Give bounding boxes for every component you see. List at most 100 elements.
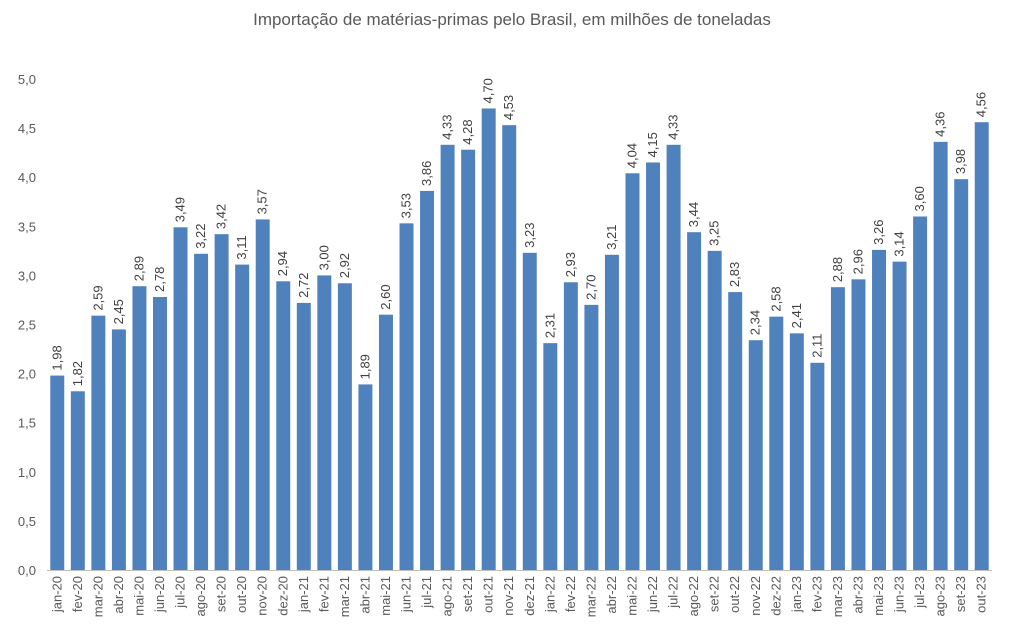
data-label: 3,60: [912, 186, 927, 211]
x-tick-label: out-21: [481, 576, 496, 613]
bar: [194, 253, 209, 570]
x-tick-label: abr-22: [604, 576, 619, 614]
data-label: 2,58: [768, 286, 783, 311]
data-label: 3,26: [871, 220, 886, 245]
x-tick-label: fev-22: [563, 576, 578, 612]
y-tick-label: 2,0: [18, 367, 36, 382]
y-tick-label: 3,5: [18, 219, 36, 234]
bar: [296, 302, 311, 570]
bar: [872, 249, 886, 571]
data-label: 4,33: [440, 114, 455, 139]
data-label: 3,44: [686, 202, 701, 227]
data-label: 4,15: [645, 132, 660, 157]
bar: [954, 179, 969, 570]
x-tick-label: abr-21: [357, 576, 372, 614]
data-label: 2,94: [275, 251, 290, 276]
data-label: 3,86: [419, 161, 434, 186]
data-label: 4,28: [460, 119, 475, 144]
bar: [974, 122, 989, 570]
y-tick-label: 1,0: [18, 465, 36, 480]
bar: [214, 234, 229, 570]
x-tick-label: abr-23: [850, 576, 865, 614]
data-label: 3,49: [173, 197, 188, 222]
bar: [378, 314, 393, 570]
bar: [625, 173, 640, 570]
data-label: 4,53: [501, 95, 516, 120]
y-tick-label: 3,0: [18, 268, 36, 283]
y-tick-label: 2,5: [18, 318, 36, 333]
bar: [153, 297, 167, 570]
x-tick-label: dez-22: [768, 576, 783, 616]
bar: [255, 219, 270, 570]
data-label: 1,98: [49, 345, 64, 370]
x-tick-label: mar-21: [337, 576, 352, 617]
bar: [91, 315, 106, 570]
chart-title: Importação de matérias-primas pelo Brasi…: [253, 10, 771, 29]
data-label: 2,45: [111, 299, 126, 324]
data-label: 3,14: [892, 231, 907, 256]
y-tick-label: 1,5: [18, 416, 36, 431]
x-tick-label: nov-21: [501, 576, 516, 616]
y-tick-label: 4,0: [18, 170, 36, 185]
data-label: 3,57: [255, 189, 270, 214]
x-tick-label: fev-23: [809, 576, 824, 612]
x-tick-label: ago-21: [440, 576, 455, 616]
bar: [399, 223, 414, 570]
x-tick-label: mai-22: [624, 576, 639, 616]
data-label: 2,88: [830, 257, 845, 282]
bar: [111, 329, 126, 570]
bar: [440, 144, 455, 570]
x-tick-label: ago-20: [193, 576, 208, 616]
y-tick-label: 4,5: [18, 121, 36, 136]
bar: [789, 333, 804, 570]
bar: [276, 281, 291, 570]
data-label: 4,56: [974, 92, 989, 117]
data-label: 4,36: [933, 112, 948, 137]
x-tick-label: nov-20: [255, 576, 270, 616]
x-tick-label: mai-21: [378, 576, 393, 616]
x-tick-label: jun-21: [399, 576, 414, 613]
bar: [522, 252, 537, 570]
data-label: 3,22: [193, 223, 208, 248]
bar: [728, 292, 743, 570]
bar: [933, 141, 948, 570]
bar: [830, 287, 845, 570]
bar: [358, 384, 373, 570]
data-label: 3,25: [707, 221, 722, 246]
x-tick-label: mai-20: [131, 576, 146, 616]
x-tick-label: jan-23: [789, 576, 804, 613]
data-label: 3,21: [604, 224, 619, 249]
bar: [132, 286, 147, 570]
data-label: 3,42: [214, 204, 229, 229]
bar: [420, 190, 435, 570]
x-tick-label: mai-23: [871, 576, 886, 616]
data-label: 1,89: [357, 354, 372, 379]
x-tick-label: set-21: [460, 576, 475, 612]
bar: [50, 375, 65, 570]
x-tick-label: jul-22: [666, 576, 681, 609]
data-label: 2,96: [850, 249, 865, 274]
data-label: 2,70: [583, 275, 598, 300]
bar: [913, 216, 928, 571]
x-tick-label: jul-21: [419, 576, 434, 609]
data-label: 1,82: [70, 361, 85, 386]
bar: [769, 316, 784, 570]
bar: [543, 343, 558, 570]
x-tick-label: jun-20: [152, 576, 167, 613]
bar: [810, 362, 825, 570]
data-label: 2,34: [748, 310, 763, 335]
x-tick-label: set-20: [214, 576, 229, 612]
data-label: 2,83: [727, 262, 742, 287]
x-tick-label: fev-20: [70, 576, 85, 612]
x-tick-label: out-22: [727, 576, 742, 613]
y-tick-label: 0,0: [18, 563, 36, 578]
bar: [235, 264, 250, 570]
x-tick-label: set-23: [953, 576, 968, 612]
y-tick-label: 0,5: [18, 514, 36, 529]
bar: [646, 162, 661, 570]
data-label: 3,53: [399, 193, 414, 218]
x-tick-label: abr-20: [111, 576, 126, 614]
data-label: 2,93: [563, 252, 578, 277]
data-label: 3,98: [953, 149, 968, 174]
